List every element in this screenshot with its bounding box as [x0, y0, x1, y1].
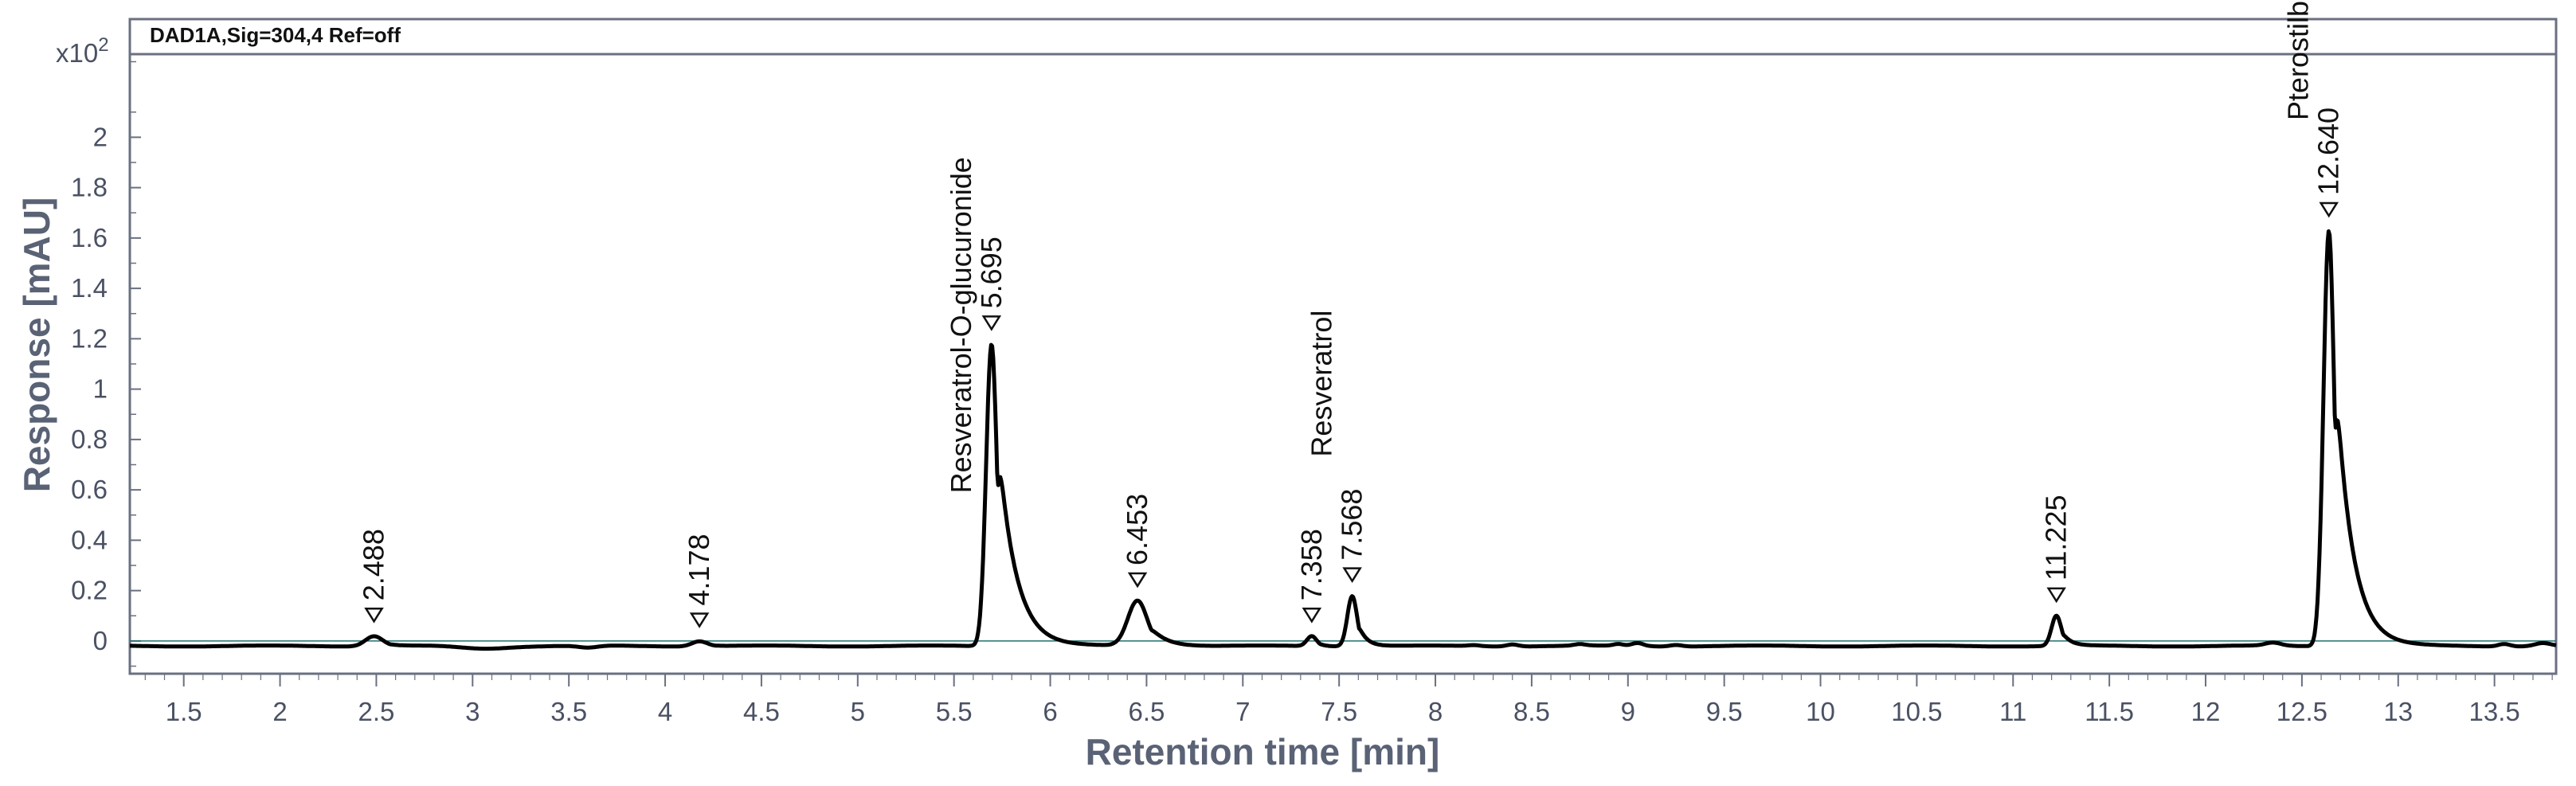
- chromatogram-trace: [128, 229, 2558, 651]
- y-multiplier-exponent: 2: [98, 34, 108, 56]
- x-tick-label: 2.5: [358, 697, 394, 726]
- x-tick-label: 7.5: [1321, 697, 1357, 726]
- plot-frame: [128, 18, 2558, 675]
- compound-label: Resveratrol: [1306, 311, 1338, 457]
- signal-label: DAD1A,Sig=304,4 Ref=off: [150, 23, 401, 47]
- x-tick-label: 7: [1235, 697, 1250, 726]
- y-tick-label: 0.2: [71, 576, 108, 605]
- x-tick-label: 4: [658, 697, 672, 726]
- x-tick-label: 8.5: [1513, 697, 1550, 726]
- peak-marker-triangle: [689, 612, 710, 628]
- peak-rt-label: 5.695: [975, 237, 1008, 308]
- x-tick-label: 10.5: [1891, 697, 1942, 726]
- compound-label: Pterostilbene: [2282, 0, 2315, 120]
- peak-rt-label: 12.640: [2312, 108, 2345, 195]
- y-tick-label: 1: [93, 374, 108, 404]
- x-tick-label: 12.5: [2277, 697, 2327, 726]
- peak-rt-label: 7.568: [1336, 489, 1368, 561]
- peak-rt-label: 6.453: [1121, 494, 1153, 565]
- x-tick-label: 3: [465, 697, 480, 726]
- y-multiplier-base: x10: [56, 38, 98, 68]
- y-tick-label: 0: [93, 626, 108, 655]
- y-tick-label: 2: [93, 122, 108, 151]
- x-tick-label: 10: [1806, 697, 1835, 726]
- compound-label: Resveratrol-O-glucuronide: [945, 157, 977, 493]
- y-axis-title: Response [mAU]: [16, 197, 57, 493]
- y-tick-label: 1.2: [71, 323, 108, 353]
- x-tick-label: 6.5: [1128, 697, 1165, 726]
- peak-marker-triangle: [364, 607, 384, 624]
- peak-rt-label: 7.358: [1295, 529, 1328, 600]
- y-tick-label: 1.4: [71, 273, 108, 303]
- y-tick-label: 0.8: [71, 424, 108, 454]
- peak-rt-label: 2.488: [358, 529, 390, 600]
- x-tick-label: 5.5: [936, 697, 973, 726]
- x-tick-label: 9: [1621, 697, 1635, 726]
- y-tick-label: 0.6: [71, 475, 108, 504]
- y-multiplier: x102: [56, 34, 109, 68]
- x-tick-label: 13.5: [2469, 697, 2520, 726]
- x-tick-label: 4.5: [743, 697, 780, 726]
- peak-markers: 2.488 4.178 5.695Resveratrol-O-glucuronide…: [358, 0, 2345, 628]
- peak-marker-triangle: [2046, 587, 2066, 604]
- x-tick-label: 6: [1043, 697, 1057, 726]
- peak-marker-triangle: [1342, 567, 1362, 583]
- x-tick-label: 2: [272, 697, 287, 726]
- x-tick-label: 11.5: [2085, 697, 2134, 726]
- x-tick-label: 13: [2383, 697, 2413, 726]
- x-tick-label: 1.5: [166, 697, 202, 726]
- x-tick-label: 8: [1428, 697, 1443, 726]
- x-tick-label: 12: [2191, 697, 2221, 726]
- x-tick-labels: 1.5 2 2.5 3 3.5 4 4.5 5 5.5 6 6.5 7 7.5 8 8.5 9 9.5 10 10.…: [166, 697, 2520, 726]
- y-tick-labels: 0 0.2 0.4 0.6 0.8 1 1.2 1.4 1.6 1.8 2: [71, 122, 108, 655]
- y-tick-label: 1.8: [71, 173, 108, 202]
- y-tick-label: 1.6: [71, 223, 108, 252]
- x-tick-label: 9.5: [1706, 697, 1743, 726]
- peak-marker-triangle: [1127, 572, 1148, 589]
- x-axis-title: Retention time [min]: [1086, 731, 1440, 772]
- peak-marker-triangle: [1302, 607, 1322, 624]
- peak-rt-label: 11.225: [2040, 495, 2073, 580]
- x-tick-label: 5: [851, 697, 865, 726]
- peak-rt-label: 4.178: [683, 534, 715, 605]
- y-tick-label: 0.4: [71, 525, 108, 554]
- x-tick-label: 11: [1999, 697, 2026, 726]
- x-tick-label: 3.5: [550, 697, 587, 726]
- peak-marker-triangle: [981, 315, 1002, 331]
- peak-marker-triangle: [2319, 201, 2339, 218]
